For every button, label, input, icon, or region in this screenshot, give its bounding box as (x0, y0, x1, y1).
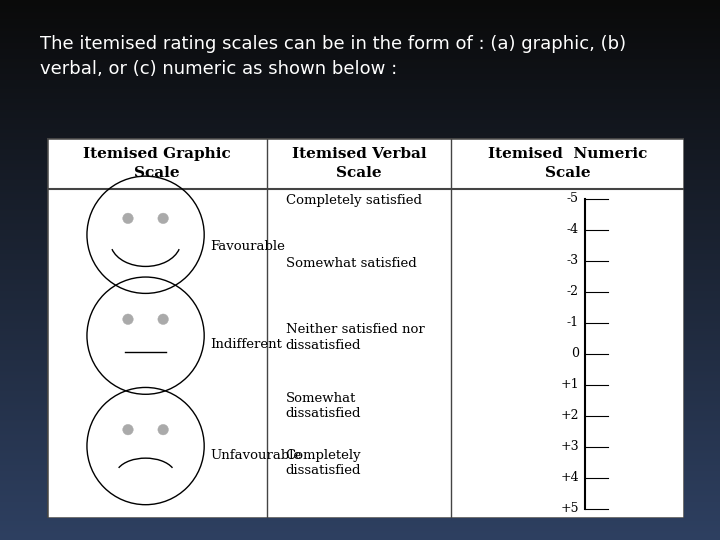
Text: +3: +3 (560, 440, 579, 453)
Text: -5: -5 (567, 192, 579, 205)
Text: 0: 0 (571, 347, 579, 360)
Ellipse shape (158, 314, 168, 325)
Text: Unfavourable: Unfavourable (210, 449, 302, 462)
Text: Itemised Verbal
Scale: Itemised Verbal Scale (292, 147, 426, 180)
Text: Neither satisfied nor
dissatisfied: Neither satisfied nor dissatisfied (286, 323, 425, 352)
Text: +4: +4 (560, 471, 579, 484)
Text: Itemised  Numeric
Scale: Itemised Numeric Scale (488, 147, 647, 180)
Text: Completely satisfied: Completely satisfied (286, 194, 422, 207)
Text: -2: -2 (567, 285, 579, 298)
FancyBboxPatch shape (47, 138, 684, 518)
Text: Itemised Graphic
Scale: Itemised Graphic Scale (83, 147, 230, 180)
Ellipse shape (122, 424, 133, 435)
Ellipse shape (122, 314, 133, 325)
Text: Favourable: Favourable (210, 240, 285, 253)
Text: The itemised rating scales can be in the form of : (a) graphic, (b)
verbal, or (: The itemised rating scales can be in the… (40, 35, 626, 78)
Ellipse shape (158, 424, 168, 435)
Text: -3: -3 (567, 254, 579, 267)
Ellipse shape (158, 213, 168, 224)
Text: Somewhat satisfied: Somewhat satisfied (286, 257, 416, 270)
Text: +1: +1 (560, 379, 579, 392)
Ellipse shape (122, 213, 133, 224)
Text: +5: +5 (560, 502, 579, 515)
Text: Indifferent: Indifferent (210, 338, 282, 350)
Text: -4: -4 (567, 223, 579, 236)
Text: Somewhat
dissatisfied: Somewhat dissatisfied (286, 392, 361, 420)
Text: +2: +2 (560, 409, 579, 422)
Text: Completely
dissatisfied: Completely dissatisfied (286, 449, 361, 477)
Text: -1: -1 (567, 316, 579, 329)
